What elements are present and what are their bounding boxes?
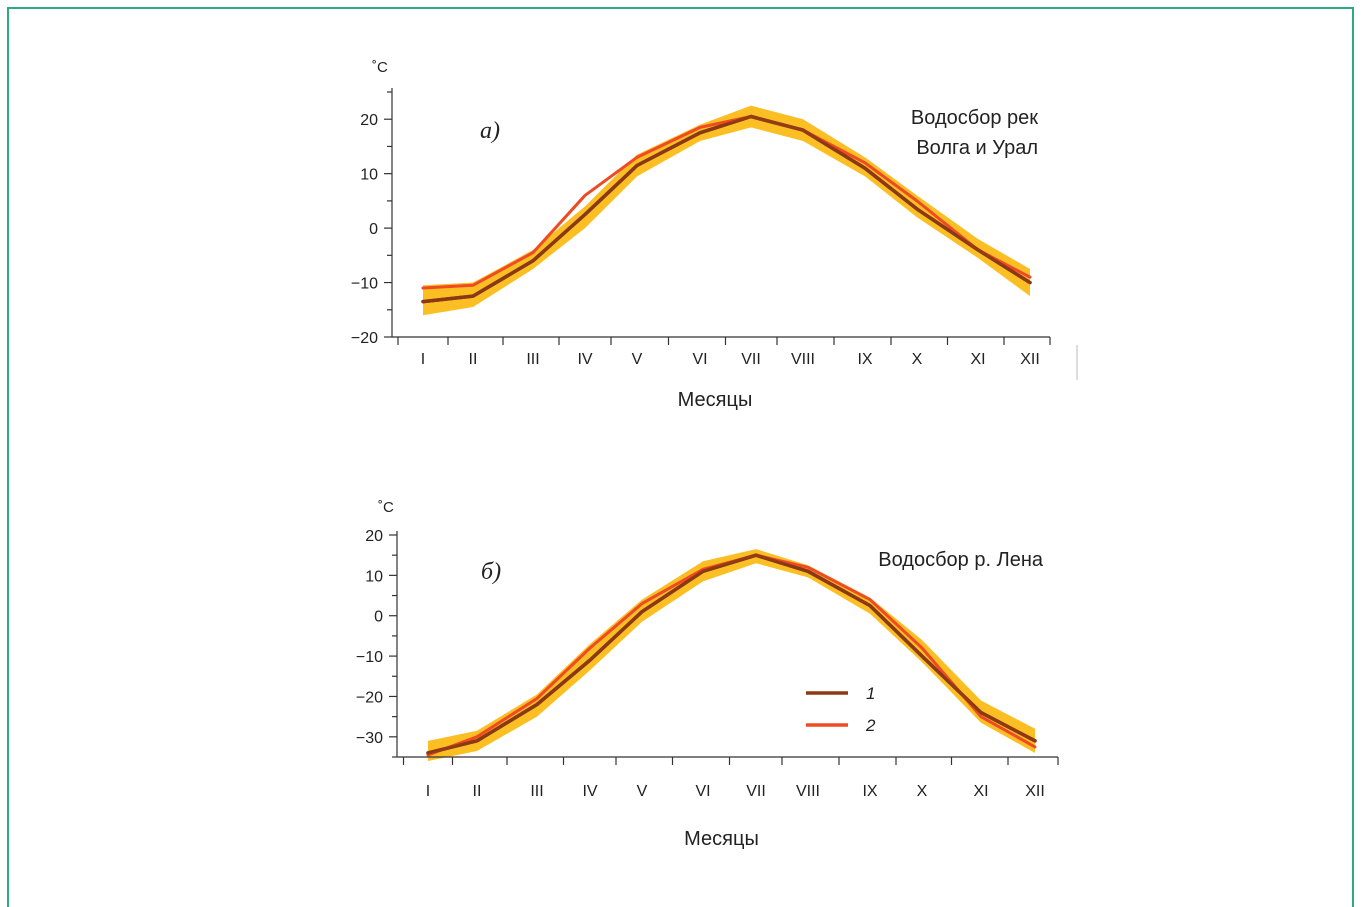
y-tick-label: −30	[356, 730, 383, 747]
y-tick-label: 20	[360, 112, 378, 129]
figure-frame	[7, 7, 1354, 907]
x-tick-label: XI	[973, 783, 988, 800]
y-tick-label: 0	[369, 221, 378, 238]
x-tick-label: II	[473, 783, 482, 800]
x-tick-label: I	[421, 351, 425, 368]
legend: 12	[806, 684, 876, 735]
y-tick-label: −20	[351, 330, 378, 347]
y-tick-label: −10	[351, 276, 378, 293]
y-tick-label: −20	[356, 689, 383, 706]
x-tick-label: X	[917, 783, 928, 800]
x-tick-label: VI	[695, 783, 710, 800]
y-unit-label: ˚C	[378, 499, 394, 516]
x-axis-title: Месяцы	[678, 389, 753, 411]
series-line-2	[421, 115, 1032, 290]
range-band	[428, 549, 1035, 762]
y-tick-label: 10	[365, 568, 383, 585]
x-tick-label: XI	[970, 351, 985, 368]
panel-label: б)	[481, 559, 501, 585]
x-tick-label: V	[632, 351, 643, 368]
x-tick-label: IV	[582, 783, 597, 800]
region-annotation: Водосбор р. Лена	[878, 549, 1044, 571]
region-annotation: Водосбор рек	[911, 107, 1038, 129]
x-tick-label: I	[426, 783, 430, 800]
y-unit-label: ˚C	[372, 59, 388, 76]
panel-label: а)	[480, 118, 500, 144]
y-tick-label: −10	[356, 649, 383, 666]
x-tick-label: XII	[1025, 783, 1045, 800]
range-band	[423, 105, 1030, 316]
x-tick-label: V	[637, 783, 648, 800]
x-tick-label: X	[912, 351, 923, 368]
x-tick-label: VII	[746, 783, 766, 800]
series-line-1-overlay	[426, 553, 1037, 755]
legend-label-1: 1	[866, 684, 875, 703]
x-tick-label: IX	[857, 351, 872, 368]
x-tick-label: VII	[741, 351, 761, 368]
y-tick-label: 0	[374, 609, 383, 626]
region-annotation: Волга и Урал	[916, 137, 1038, 159]
x-tick-label: VIII	[791, 351, 815, 368]
x-tick-label: II	[469, 351, 478, 368]
x-tick-label: III	[526, 351, 539, 368]
y-tick-label: 20	[365, 528, 383, 545]
x-tick-label: IX	[862, 783, 877, 800]
y-tick-label: 10	[360, 167, 378, 184]
legend-label-2: 2	[865, 716, 876, 735]
x-tick-label: III	[530, 783, 543, 800]
x-tick-label: IV	[577, 351, 592, 368]
x-tick-label: VI	[692, 351, 707, 368]
series-line-1-overlay	[421, 114, 1032, 304]
x-tick-label: XII	[1020, 351, 1040, 368]
x-axis-title: Месяцы	[684, 828, 759, 850]
x-tick-label: VIII	[796, 783, 820, 800]
